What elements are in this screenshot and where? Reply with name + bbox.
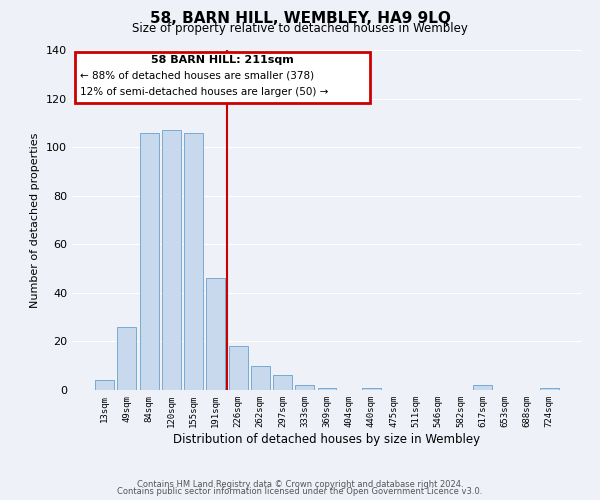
Bar bbox=[317, 388, 337, 390]
Bar bbox=[229, 346, 248, 390]
Text: 12% of semi-detached houses are larger (50) →: 12% of semi-detached houses are larger (… bbox=[80, 88, 328, 98]
Bar bbox=[162, 130, 181, 390]
Text: 58 BARN HILL: 211sqm: 58 BARN HILL: 211sqm bbox=[151, 55, 294, 65]
Text: Contains HM Land Registry data © Crown copyright and database right 2024.: Contains HM Land Registry data © Crown c… bbox=[137, 480, 463, 489]
Bar bbox=[140, 132, 158, 390]
FancyBboxPatch shape bbox=[74, 52, 370, 102]
Bar bbox=[206, 278, 225, 390]
Y-axis label: Number of detached properties: Number of detached properties bbox=[31, 132, 40, 308]
Text: Size of property relative to detached houses in Wembley: Size of property relative to detached ho… bbox=[132, 22, 468, 35]
Bar bbox=[540, 388, 559, 390]
Bar bbox=[362, 388, 381, 390]
Text: 58, BARN HILL, WEMBLEY, HA9 9LQ: 58, BARN HILL, WEMBLEY, HA9 9LQ bbox=[149, 11, 451, 26]
Bar bbox=[251, 366, 270, 390]
Bar bbox=[273, 376, 292, 390]
Bar bbox=[295, 385, 314, 390]
Text: ← 88% of detached houses are smaller (378): ← 88% of detached houses are smaller (37… bbox=[80, 70, 314, 81]
X-axis label: Distribution of detached houses by size in Wembley: Distribution of detached houses by size … bbox=[173, 432, 481, 446]
Text: Contains public sector information licensed under the Open Government Licence v3: Contains public sector information licen… bbox=[118, 487, 482, 496]
Bar bbox=[184, 132, 203, 390]
Bar bbox=[95, 380, 114, 390]
Bar bbox=[118, 327, 136, 390]
Bar bbox=[473, 385, 492, 390]
